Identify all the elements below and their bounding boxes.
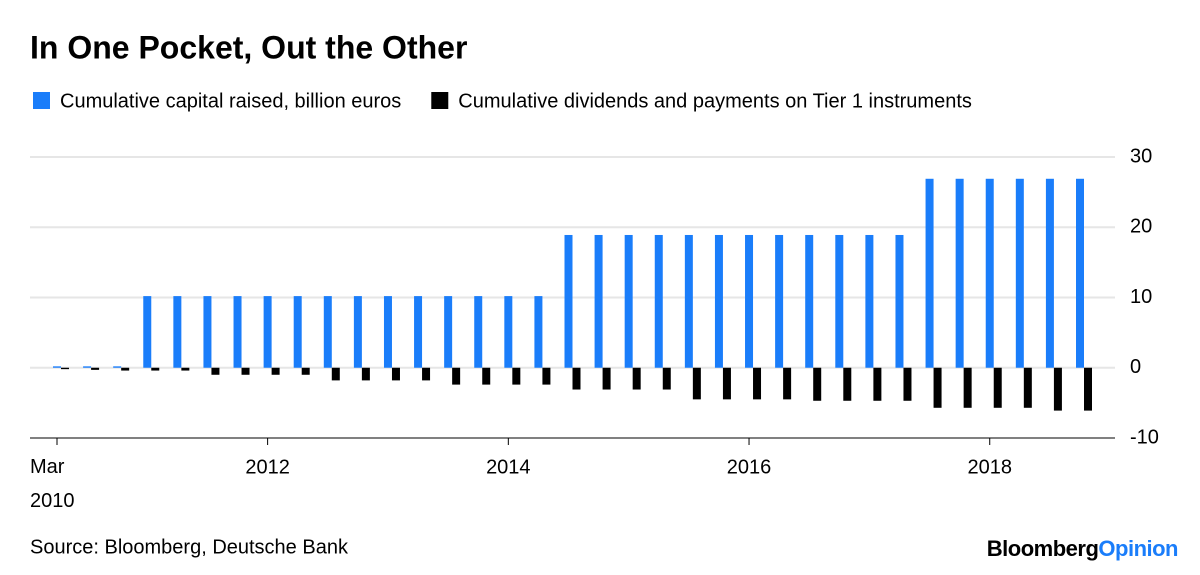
bar (692, 367, 701, 400)
y-tick-label: -10 (1130, 426, 1159, 448)
bar (83, 366, 92, 368)
bar (993, 367, 1002, 408)
bar (534, 296, 543, 368)
bar (361, 367, 370, 381)
bar (263, 296, 272, 368)
bar (61, 367, 69, 370)
bar (895, 234, 904, 368)
x-tick-label: 2012 (245, 456, 290, 478)
bar (1076, 178, 1084, 368)
bar (323, 296, 332, 368)
bar (632, 367, 641, 390)
bar (383, 296, 392, 368)
bar (925, 178, 934, 368)
bar (542, 367, 551, 385)
bar (203, 296, 212, 368)
bar (113, 366, 122, 368)
legend-label: Cumulative dividends and payments on Tie… (458, 90, 972, 112)
bar (151, 367, 160, 371)
legend-swatch (431, 92, 449, 109)
bar (1053, 367, 1062, 411)
bar (602, 367, 611, 390)
bar (714, 234, 723, 368)
bar (985, 178, 994, 368)
bar (391, 367, 400, 381)
bar (91, 367, 100, 370)
bar (564, 234, 573, 368)
bar (512, 367, 521, 385)
bar (813, 367, 822, 401)
y-tick-label: 20 (1130, 216, 1152, 238)
y-tick-label: 0 (1130, 356, 1141, 378)
chart-title: In One Pocket, Out the Other (30, 29, 467, 65)
y-tick-label: 10 (1130, 286, 1152, 308)
bar (865, 234, 874, 368)
bar (504, 296, 513, 368)
bar (53, 366, 61, 368)
bar (903, 367, 912, 401)
bar (572, 367, 581, 390)
bar (482, 367, 491, 385)
bar (722, 367, 731, 400)
y-tick-label: 30 (1130, 145, 1152, 167)
bar (594, 234, 603, 368)
bar (211, 367, 220, 375)
bar (444, 296, 453, 368)
x-tick-label: 2018 (967, 456, 1012, 478)
bar (143, 296, 152, 368)
bar (843, 367, 852, 401)
bar (293, 296, 302, 368)
brand: BloombergOpinion (987, 536, 1178, 561)
bar (624, 234, 633, 368)
bar (414, 296, 423, 368)
bar (1023, 367, 1032, 408)
bar (963, 367, 972, 408)
bar (775, 234, 784, 368)
x-tick-label: 2016 (727, 456, 772, 478)
bar (662, 367, 671, 390)
x-tick-label: 2014 (486, 456, 531, 478)
bar (783, 367, 792, 400)
brand-part: Opinion (1098, 536, 1178, 561)
bar (474, 296, 483, 368)
bar (1045, 178, 1054, 368)
bar (422, 367, 431, 381)
bar (745, 234, 754, 368)
bar (241, 367, 250, 375)
bar (301, 367, 310, 375)
bar (873, 367, 882, 401)
bar (331, 367, 340, 381)
legend-swatch (33, 92, 50, 109)
bar (271, 367, 280, 375)
bar (173, 296, 182, 368)
bar (805, 234, 814, 368)
bar (1015, 178, 1024, 368)
x-tick-label: Mar 2010 (30, 456, 75, 512)
bar (684, 234, 693, 368)
bar (121, 367, 130, 371)
bar (1084, 367, 1092, 411)
bar (955, 178, 964, 368)
bar (233, 296, 242, 368)
source: Source: Bloomberg, Deutsche Bank (30, 536, 349, 558)
bar (353, 296, 362, 368)
bar (753, 367, 762, 400)
bar (654, 234, 663, 368)
brand-part: Bloomberg (987, 536, 1099, 561)
bar (933, 367, 942, 408)
legend-label: Cumulative capital raised, billion euros (60, 90, 401, 112)
bar (452, 367, 461, 385)
bar (835, 234, 844, 368)
bar (181, 367, 190, 371)
